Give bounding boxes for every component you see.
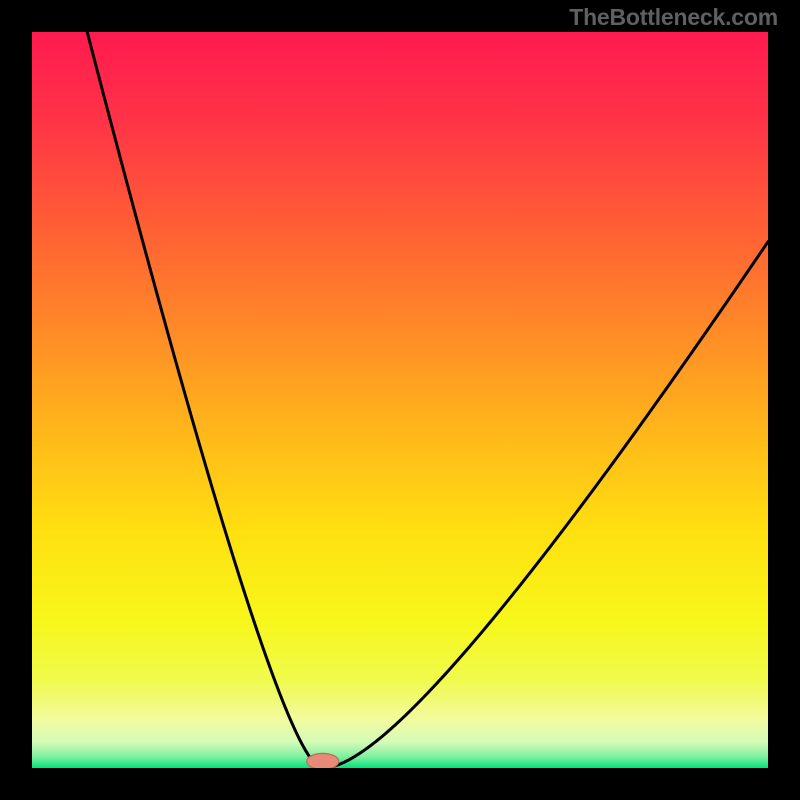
watermark-text: TheBottleneck.com bbox=[569, 4, 778, 31]
plot-area bbox=[32, 32, 768, 768]
curve-layer bbox=[32, 32, 768, 768]
vertex-marker bbox=[307, 753, 339, 768]
bottleneck-curve bbox=[87, 32, 768, 768]
